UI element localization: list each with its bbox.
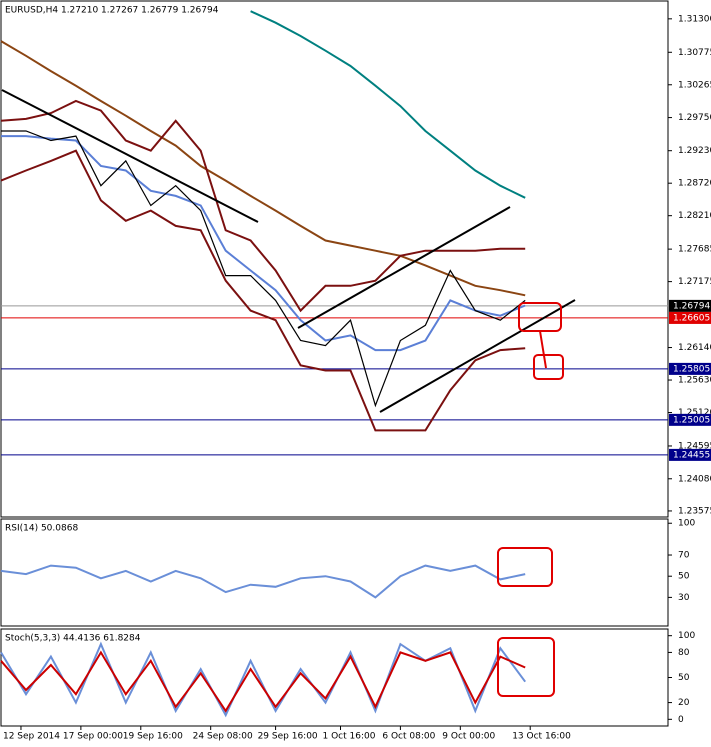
series-line: [1, 135, 526, 352]
y-tick-label: 1.27685: [678, 245, 711, 255]
y-tick-label: 1.24595: [678, 441, 711, 451]
x-tick-label: 17 Sep 00:00: [63, 732, 123, 742]
panel-title: EURUSD,H4 1.27210 1.27267 1.26779 1.2679…: [5, 6, 219, 16]
price-label-bg: [669, 362, 711, 375]
series-line: [0, 40, 526, 297]
y-tick-label: 1.28720: [678, 179, 711, 189]
y-tick-label: 1.23575: [678, 506, 711, 516]
y-tick-label: 100: [678, 631, 695, 641]
y-tick-label: 0: [678, 715, 684, 725]
highlight-box: [533, 354, 564, 380]
series-line: [0, 564, 526, 599]
y-tick-label: 1.30775: [678, 48, 711, 58]
x-tick-label: 9 Oct 00:00: [442, 732, 495, 742]
y-tick-label: 1.24080: [678, 474, 711, 484]
price-label: 1.24455: [673, 450, 710, 460]
x-tick-label: 1 Oct 16:00: [322, 732, 375, 742]
y-tick-label: 1.30265: [678, 80, 711, 90]
y-tick-label: 1.31300: [678, 14, 711, 24]
price-label-bg: [669, 413, 711, 426]
x-tick-label: 12 Sep 2014: [3, 732, 60, 742]
price-label-bg: [669, 299, 711, 312]
highlight-box: [497, 637, 555, 697]
trend-line: [1, 89, 259, 223]
highlight-box: [497, 547, 553, 587]
series-line: [0, 650, 526, 713]
panel-title: RSI(14) 50.0868: [5, 524, 78, 534]
price-label: 1.26605: [673, 313, 710, 323]
y-tick-label: 30: [678, 593, 690, 603]
y-tick-label: 1.25630: [678, 376, 711, 386]
x-tick-label: 6 Oct 08:00: [382, 732, 435, 742]
price-label-bg: [669, 448, 711, 461]
x-tick-label: 13 Oct 16:00: [512, 732, 571, 742]
series-line: [250, 10, 526, 199]
arrow: [539, 330, 547, 369]
y-tick-label: 100: [678, 519, 695, 529]
y-tick-label: 80: [678, 648, 690, 658]
price-label-bg: [669, 311, 711, 324]
x-tick-label: 29 Sep 16:00: [258, 732, 318, 742]
panel-frame: [0, 518, 669, 627]
price-label: 1.25005: [673, 415, 710, 425]
y-tick-label: 50: [678, 673, 690, 683]
trend-line: [379, 299, 576, 413]
price-label: 1.25805: [673, 364, 710, 374]
y-tick-label: 1.29230: [678, 146, 711, 156]
x-tick-label: 19 Sep 16:00: [123, 732, 183, 742]
annotations: [1, 89, 576, 697]
panel-frame: [0, 0, 669, 518]
y-tick-label: 1.28210: [678, 211, 711, 221]
y-tick-label: 1.25120: [678, 408, 711, 418]
series-line: [0, 149, 526, 432]
y-tick-label: 70: [678, 551, 690, 561]
y-tick-label: 20: [678, 698, 690, 708]
x-tick-label: 24 Sep 08:00: [193, 732, 253, 742]
y-tick-label: 1.26140: [678, 343, 711, 353]
y-tick-label: 50: [678, 572, 690, 582]
trend-line: [297, 206, 511, 329]
y-tick-label: 1.27175: [678, 277, 711, 287]
price-label: 1.26794: [673, 301, 710, 311]
panel-title: Stoch(5,3,3) 44.4136 61.8284: [5, 634, 141, 644]
series-line: [0, 99, 526, 313]
series-line: [1, 130, 526, 408]
y-tick-label: 1.29750: [678, 113, 711, 123]
